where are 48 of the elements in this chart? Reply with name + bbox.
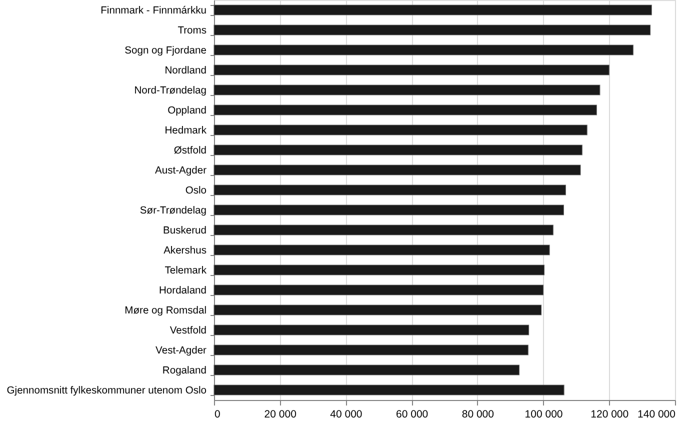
bar [214, 124, 588, 136]
y-tick-label: Gjennomsnitt fylkeskommuner utenom Oslo [6, 386, 207, 396]
x-tick-label: 60 000 [396, 408, 428, 420]
y-tick-label: Nordland [164, 66, 207, 76]
bar [214, 384, 564, 396]
bar [214, 4, 652, 16]
x-tick-label: 100 000 [524, 408, 563, 420]
x-tick-label: 0 [214, 408, 220, 420]
bar [214, 184, 566, 196]
y-tick-label: Buskerud [162, 226, 207, 236]
y-tick-label: Østfold [174, 146, 207, 156]
bar [214, 64, 610, 76]
bar [214, 304, 542, 316]
y-tick-label: Møre og Romsdal [124, 306, 206, 316]
y-tick-label: Sogn og Fjordane [124, 46, 207, 56]
x-tick-label: 120 000 [590, 408, 629, 420]
bar [214, 364, 520, 376]
y-tick-label: Finnmark - Finnmárkku [100, 6, 207, 16]
x-tick-label: 80 000 [462, 408, 494, 420]
bar [214, 224, 554, 236]
bar [214, 24, 651, 36]
bar [214, 84, 600, 96]
x-tick-label: 140 000 [638, 408, 676, 420]
x-tick-label: 20 000 [264, 408, 297, 420]
y-tick-label: Hedmark [164, 126, 208, 136]
bar [214, 344, 528, 356]
y-tick-label: Vestfold [170, 326, 207, 336]
bar [214, 104, 597, 116]
bar [214, 44, 634, 56]
y-tick-label: Oppland [168, 106, 207, 116]
x-tick-label: 40 000 [330, 408, 362, 420]
y-tick-label: Telemark [164, 266, 208, 276]
y-tick-label: Akershus [164, 246, 206, 256]
y-tick-label: Troms [178, 26, 206, 36]
bar [214, 284, 544, 296]
y-tick-label: Hordaland [158, 286, 207, 296]
bar [214, 204, 564, 216]
y-tick-label: Oslo [185, 186, 207, 196]
bar [214, 264, 545, 276]
bar [214, 144, 582, 156]
bar [214, 324, 530, 336]
y-tick-label: Nord-Trøndelag [134, 86, 207, 96]
bar [214, 164, 581, 176]
y-tick-label: Vest-Agder [156, 346, 208, 356]
y-tick-label: Sør-Trøndelag [140, 206, 207, 216]
y-tick-label: Aust-Agder [154, 166, 208, 176]
y-tick-label: Rogaland [162, 366, 207, 376]
bar [214, 244, 550, 256]
